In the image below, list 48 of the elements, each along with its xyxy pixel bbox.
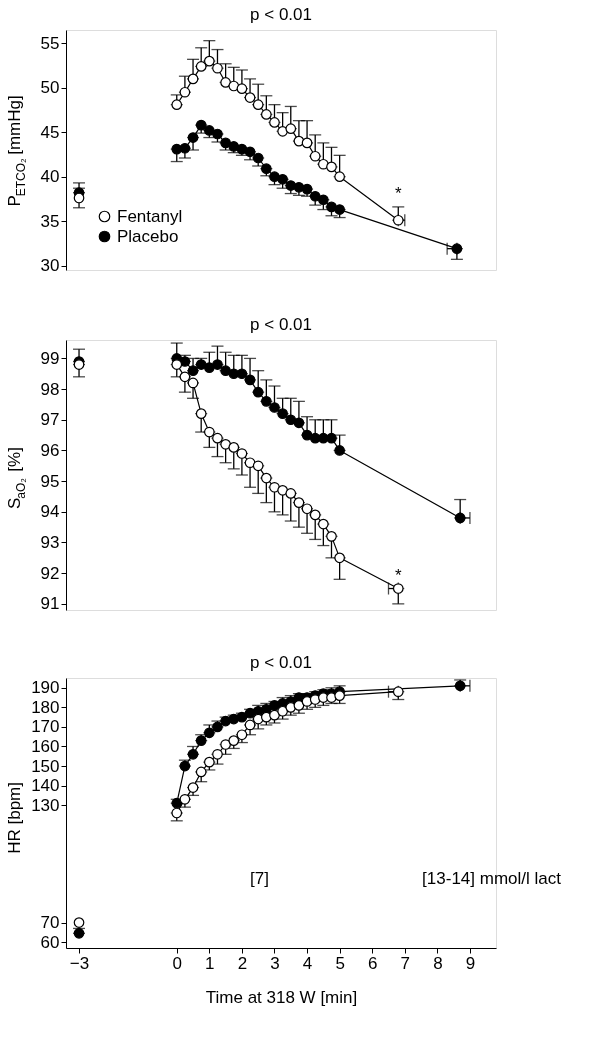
y-tick-label: 40 bbox=[40, 167, 60, 187]
text: p < 0.01 bbox=[250, 315, 312, 334]
y-tick-label: 190 bbox=[31, 678, 60, 698]
y-tick-label: 99 bbox=[40, 348, 60, 368]
y-tick-label: 97 bbox=[40, 410, 60, 430]
y-tick-label: 60 bbox=[40, 932, 60, 952]
y-tick-label: 35 bbox=[40, 211, 60, 231]
x-axis-title: Time at 318 W [min] bbox=[205, 987, 358, 1007]
y-tick-label: 91 bbox=[40, 594, 60, 614]
y-tick-label: 45 bbox=[40, 122, 60, 142]
annotation: [7] bbox=[250, 869, 269, 888]
annotation: * bbox=[394, 565, 402, 585]
y-axis-title: PETCO₂ [mmHg] bbox=[5, 95, 28, 207]
x-tick-label: 3 bbox=[270, 953, 280, 973]
y-tick-label: 140 bbox=[31, 776, 60, 796]
x-tick-label: 4 bbox=[302, 953, 313, 973]
x-tick-label: 2 bbox=[237, 953, 248, 973]
x-tick-label: −3 bbox=[69, 953, 90, 973]
x-tick-label: 7 bbox=[400, 953, 411, 973]
x-tick-label: 6 bbox=[367, 953, 378, 973]
text: p < 0.01 bbox=[250, 653, 312, 672]
y-tick-label: 70 bbox=[40, 913, 60, 933]
y-tick-label: 180 bbox=[31, 697, 60, 717]
y-tick-label: 98 bbox=[40, 379, 60, 399]
y-tick-label: 150 bbox=[31, 756, 60, 776]
y-axis-title: HR [bpm] bbox=[5, 782, 24, 854]
y-tick-label: 160 bbox=[31, 736, 60, 756]
y-axis-title: SaO₂ [%] bbox=[5, 447, 28, 509]
text: p < 0.01 bbox=[250, 5, 312, 24]
annotation: * bbox=[394, 183, 402, 203]
x-tick-label: 1 bbox=[205, 953, 215, 973]
y-tick-label: 94 bbox=[40, 502, 60, 522]
y-tick-label: 93 bbox=[40, 533, 60, 552]
annotation: [13-14] mmol/l lact bbox=[422, 869, 562, 888]
x-tick-label: 8 bbox=[433, 953, 443, 973]
y-tick-label: 50 bbox=[40, 78, 60, 98]
y-tick-label: 92 bbox=[40, 563, 60, 583]
y-tick-label: 96 bbox=[40, 440, 60, 460]
x-tick-label: 9 bbox=[465, 953, 476, 973]
y-tick-label: 130 bbox=[31, 795, 60, 815]
legend-label: Placebo bbox=[117, 226, 179, 246]
legend-label: Fentanyl bbox=[117, 206, 183, 226]
x-tick-label: 0 bbox=[172, 953, 182, 973]
x-tick-label: 5 bbox=[335, 953, 345, 973]
y-tick-label: 55 bbox=[40, 33, 60, 53]
y-tick-label: 95 bbox=[40, 471, 60, 491]
y-tick-label: 30 bbox=[40, 256, 60, 276]
y-tick-label: 170 bbox=[31, 717, 60, 737]
